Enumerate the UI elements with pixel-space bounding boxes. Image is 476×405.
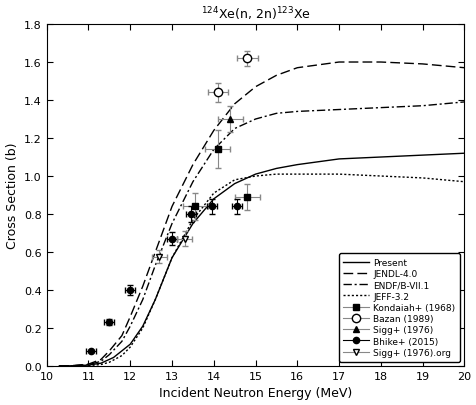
X-axis label: Incident Neutron Energy (MeV): Incident Neutron Energy (MeV) — [159, 386, 351, 399]
Legend: Present, JENDL-4.0, ENDF/B-VII.1, JEFF-3.2, Kondaiah+ (1968), Bazan (1989), Sigg: Present, JENDL-4.0, ENDF/B-VII.1, JEFF-3… — [338, 254, 459, 362]
Y-axis label: Cross Section (b): Cross Section (b) — [6, 143, 19, 249]
Title: $^{124}$Xe(n, 2n)$^{123}$Xe: $^{124}$Xe(n, 2n)$^{123}$Xe — [200, 6, 310, 23]
